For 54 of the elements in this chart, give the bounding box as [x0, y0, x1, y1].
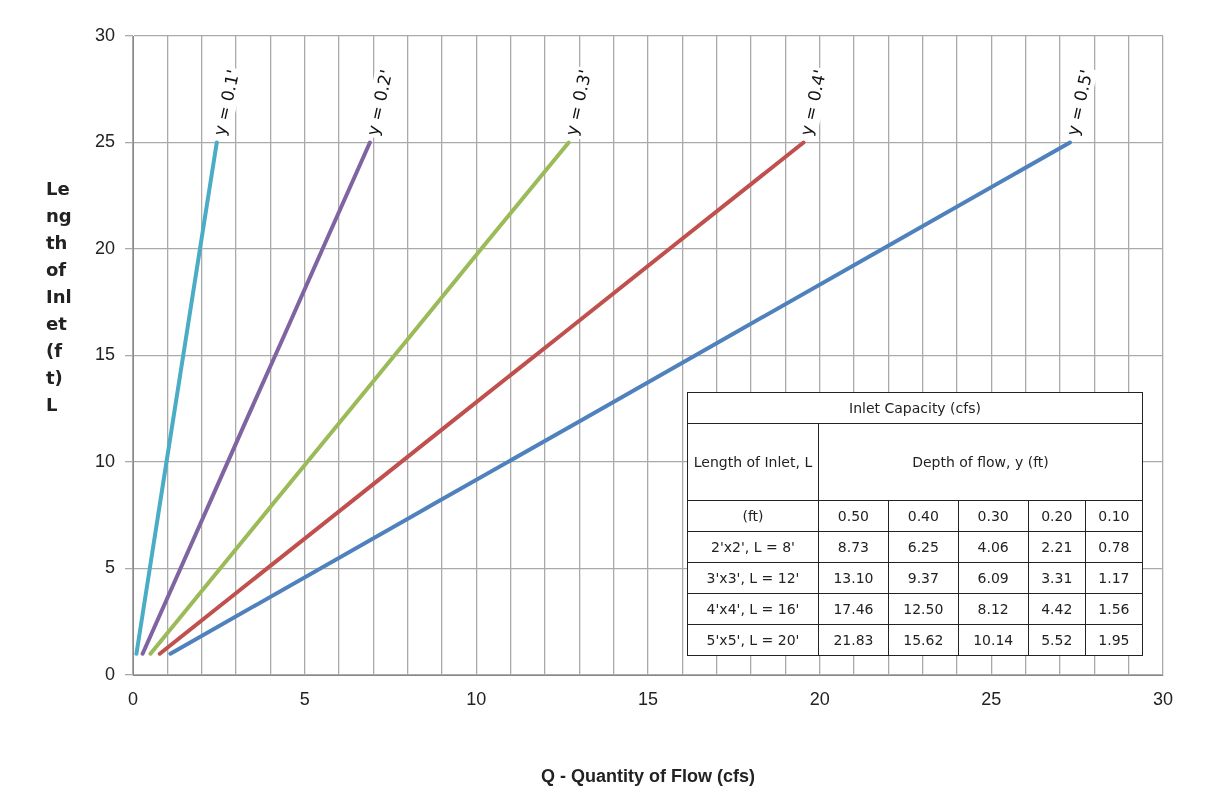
text: y = 0.4': [795, 67, 831, 138]
x-tick-label: 25: [981, 688, 1002, 709]
annotation: 9.37: [888, 562, 959, 594]
annotation: 15.62: [888, 624, 959, 656]
annotation: 17.46: [818, 593, 889, 625]
annotation: Inlet Capacity (cfs): [687, 392, 1143, 424]
x-tick-label: 5: [299, 688, 310, 709]
y-tick-label: 15: [94, 344, 115, 365]
y-tick-label: 0: [104, 663, 115, 684]
annotation: 2'x2', L = 8': [687, 531, 819, 563]
annotation: 5.52: [1028, 624, 1086, 656]
annotation: 8.12: [958, 593, 1029, 625]
annotation: 4'x4', L = 16': [687, 593, 819, 625]
y-tick-label: 10: [94, 450, 115, 471]
annotation: 0.78: [1085, 531, 1143, 563]
y-tick-label: 30: [94, 24, 115, 45]
x-tick-label: 30: [1152, 688, 1174, 709]
annotation: 4.06: [958, 531, 1029, 563]
annotation: 4.42: [1028, 593, 1086, 625]
annotation: 6.25: [888, 531, 959, 563]
annotation: 5'x5', L = 20': [687, 624, 819, 656]
annotation: 0.50: [818, 500, 889, 532]
annotation: 0.40: [888, 500, 959, 532]
annotation: 6.09: [958, 562, 1029, 594]
annotation: 8.73: [818, 531, 889, 563]
y-tick-label: 20: [94, 237, 115, 258]
text: y = 0.3': [561, 67, 596, 138]
text: Length of Inlet (ft) L: [46, 178, 72, 415]
annotation: 1.17: [1085, 562, 1143, 594]
annotation: 0.20: [1028, 500, 1086, 532]
annotation: 1.56: [1085, 593, 1143, 625]
y-tick-label: 5: [104, 557, 115, 578]
x-tick-label: 15: [637, 688, 659, 709]
y-tick-label: 25: [94, 131, 115, 152]
annotation: 10.14: [958, 624, 1029, 656]
annotation: (ft): [687, 500, 819, 532]
annotation: 3.31: [1028, 562, 1086, 594]
text: y = 0.1': [209, 67, 244, 138]
x-axis-title: Q - Quantity of Flow (cfs): [541, 766, 755, 787]
annotation: 12.50: [888, 593, 959, 625]
annotation: 3'x3', L = 12': [687, 562, 819, 594]
annotation: 0.30: [958, 500, 1029, 532]
annotation: 0.10: [1085, 500, 1143, 532]
annotation: Depth of flow, y (ft): [818, 423, 1143, 501]
annotation: 2.21: [1028, 531, 1086, 563]
x-tick-label: 20: [809, 688, 830, 709]
x-tick-label: 0: [127, 688, 139, 709]
annotation: 1.95: [1085, 624, 1143, 656]
x-tick-label: 10: [466, 688, 487, 709]
annotation: 13.10: [818, 562, 889, 594]
text: y = 0.2': [362, 67, 397, 138]
annotation: 21.83: [818, 624, 889, 656]
text: y = 0.5': [1062, 67, 1097, 138]
annotation: Length of Inlet, L: [687, 423, 819, 501]
